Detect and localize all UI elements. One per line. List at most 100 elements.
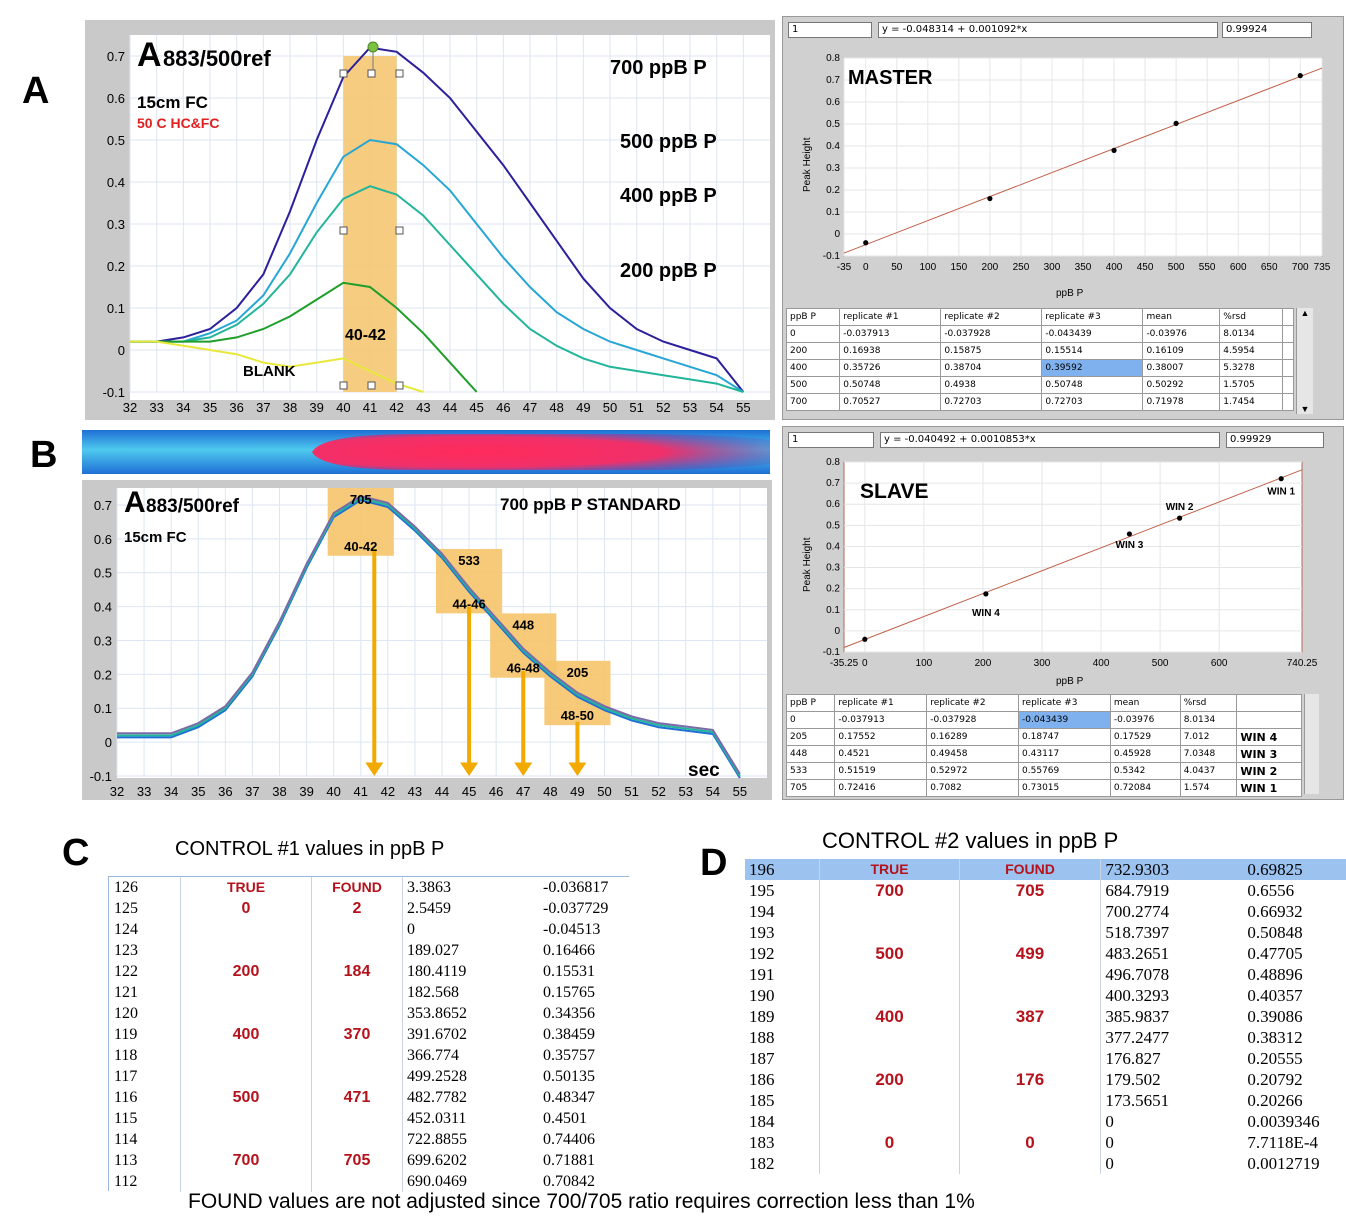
table-row[interactable]: 0 -0.037913 -0.037928 -0.043439 -0.03976 8.01…: [785, 325, 1295, 343]
table-cell[interactable]: 0: [785, 325, 841, 343]
master-y-ticks: -0.1 0 0.1 0.2 0.3 0.4 0.5 0.6 0.7 0.8: [823, 53, 841, 262]
resize-handle[interactable]: [339, 226, 348, 235]
table-cell: 0.69825: [1247, 860, 1303, 879]
table-cell[interactable]: 4.0437: [1179, 762, 1238, 780]
table-cell[interactable]: 0.51519: [834, 762, 928, 780]
table-cell[interactable]: 0.72703: [1041, 393, 1144, 411]
table-cell[interactable]: 0.71978: [1142, 393, 1221, 411]
table-cell[interactable]: -0.03976: [1109, 711, 1181, 729]
table-cell[interactable]: 7.0348: [1179, 745, 1238, 763]
table-cell[interactable]: 0.16938: [839, 342, 942, 360]
scroll-down-icon[interactable]: ▼: [1300, 404, 1310, 414]
table-cell[interactable]: 0.72084: [1109, 779, 1181, 797]
slave-index-field[interactable]: 1: [788, 432, 874, 448]
table-cell[interactable]: 205: [785, 728, 836, 746]
table-cell[interactable]: 500: [785, 376, 841, 394]
x-tick-label: 52: [651, 784, 665, 799]
master-index-field[interactable]: 1: [788, 22, 872, 38]
table-cell[interactable]: 0.50748: [839, 376, 942, 394]
table-cell[interactable]: 0.17529: [1109, 728, 1181, 746]
table-cell[interactable]: 0.43117: [1018, 745, 1111, 763]
table-row[interactable]: 200 0.16938 0.15875 0.15514 0.16109 4.5954: [785, 342, 1295, 360]
resize-handle[interactable]: [367, 69, 376, 78]
table-cell[interactable]: 533: [785, 762, 836, 780]
table-cell[interactable]: 0.16109: [1142, 342, 1221, 360]
slave-equation-field[interactable]: y = -0.040492 + 0.0010853*x: [880, 432, 1220, 448]
table-cell: 183: [745, 1132, 821, 1153]
table-cell[interactable]: 0.72703: [940, 393, 1043, 411]
table-row[interactable]: 448 0.4521 0.49458 0.43117 0.45928 7.0348 WIN …: [785, 745, 1302, 763]
table-cell[interactable]: 705: [785, 779, 836, 797]
table-cell[interactable]: 0.39592: [1041, 359, 1144, 377]
master-equation-field[interactable]: y = -0.048314 + 0.001092*x: [878, 22, 1218, 38]
panel-a-selection-handles[interactable]: [339, 41, 404, 390]
table-cell[interactable]: 448: [785, 745, 836, 763]
master-r-field[interactable]: 0.99924: [1222, 22, 1312, 38]
table-cell[interactable]: -0.037928: [926, 711, 1020, 729]
table-cell[interactable]: 0.52972: [926, 762, 1020, 780]
table-cell[interactable]: 0.45928: [1109, 745, 1181, 763]
table-cell[interactable]: 0.17552: [834, 728, 928, 746]
table-row[interactable]: 400 0.35726 0.38704 0.39592 0.38007 5.3278: [785, 359, 1295, 377]
table-cell[interactable]: 0.38704: [940, 359, 1043, 377]
table-cell: 377.2477: [1105, 1028, 1170, 1047]
table-cell[interactable]: 0.15514: [1041, 342, 1144, 360]
table-cell: 0: [1105, 1154, 1114, 1173]
table-cell[interactable]: 0.38007: [1142, 359, 1221, 377]
table-cell[interactable]: -0.043439: [1041, 325, 1144, 343]
table-cell[interactable]: 1.5705: [1219, 376, 1283, 394]
resize-handle[interactable]: [367, 381, 376, 390]
resize-handle[interactable]: [395, 381, 404, 390]
table-row[interactable]: 533 0.51519 0.52972 0.55769 0.5342 4.0437 WIN …: [785, 762, 1302, 780]
table-cell[interactable]: -0.037913: [834, 711, 928, 729]
table-cell[interactable]: -0.043439: [1018, 711, 1111, 729]
table-row[interactable]: 700 0.70527 0.72703 0.72703 0.71978 1.7454: [785, 393, 1295, 411]
table-cell: 0.70842: [543, 1173, 595, 1190]
table-cell[interactable]: 0.4938: [940, 376, 1043, 394]
table-cell[interactable]: 0.72416: [834, 779, 928, 797]
table-cell[interactable]: 0.35726: [839, 359, 942, 377]
table-cell: 500: [819, 943, 960, 964]
table-cell[interactable]: 400: [785, 359, 841, 377]
table-cell[interactable]: 0: [785, 711, 836, 729]
scroll-up-icon[interactable]: ▲: [1300, 308, 1310, 318]
table-cell[interactable]: 0.49458: [926, 745, 1020, 763]
table-cell[interactable]: 0.55769: [1018, 762, 1111, 780]
resize-handle[interactable]: [395, 226, 404, 235]
table-cell[interactable]: 200: [785, 342, 841, 360]
table-cell[interactable]: 4.5954: [1219, 342, 1283, 360]
slave-table-scrollbar[interactable]: [1304, 694, 1319, 794]
table-cell[interactable]: 1.574: [1179, 779, 1238, 797]
table-cell[interactable]: 0.5342: [1109, 762, 1181, 780]
table-cell[interactable]: 700: [785, 393, 841, 411]
resize-handle[interactable]: [339, 69, 348, 78]
rotate-handle[interactable]: [367, 41, 379, 53]
table-cell[interactable]: -0.037928: [940, 325, 1043, 343]
table-cell[interactable]: 5.3278: [1219, 359, 1283, 377]
table-cell[interactable]: 0.73015: [1018, 779, 1111, 797]
resize-handle[interactable]: [395, 69, 404, 78]
table-row[interactable]: 705 0.72416 0.7082 0.73015 0.72084 1.574 WIN 1: [785, 779, 1302, 797]
table-cell[interactable]: 0.4521: [834, 745, 928, 763]
table-row[interactable]: 0 -0.037913 -0.037928 -0.043439 -0.03976 8.01…: [785, 711, 1302, 729]
table-cell[interactable]: 8.0134: [1179, 711, 1238, 729]
table-cell[interactable]: 0.50748: [1041, 376, 1144, 394]
table-cell[interactable]: 0.15875: [940, 342, 1043, 360]
table-cell[interactable]: 0.18747: [1018, 728, 1111, 746]
slave-r-field[interactable]: 0.99929: [1226, 432, 1324, 448]
table-row[interactable]: 205 0.17552 0.16289 0.18747 0.17529 7.012 WIN …: [785, 728, 1302, 746]
table-cell[interactable]: -0.03976: [1142, 325, 1221, 343]
table-cell[interactable]: 7.012: [1179, 728, 1238, 746]
table-cell[interactable]: 8.0134: [1219, 325, 1283, 343]
table-cell[interactable]: 1.7454: [1219, 393, 1283, 411]
table-cell[interactable]: 0.7082: [926, 779, 1020, 797]
resize-handle[interactable]: [339, 381, 348, 390]
table-row[interactable]: 500 0.50748 0.4938 0.50748 0.50292 1.5705: [785, 376, 1295, 394]
table-cell[interactable]: 0.70527: [839, 393, 942, 411]
master-table-scrollbar[interactable]: ▲ ▼: [1296, 308, 1313, 414]
table-cell[interactable]: 0.16289: [926, 728, 1020, 746]
table-cell[interactable]: 0.50292: [1142, 376, 1221, 394]
table-cell[interactable]: -0.037913: [839, 325, 942, 343]
